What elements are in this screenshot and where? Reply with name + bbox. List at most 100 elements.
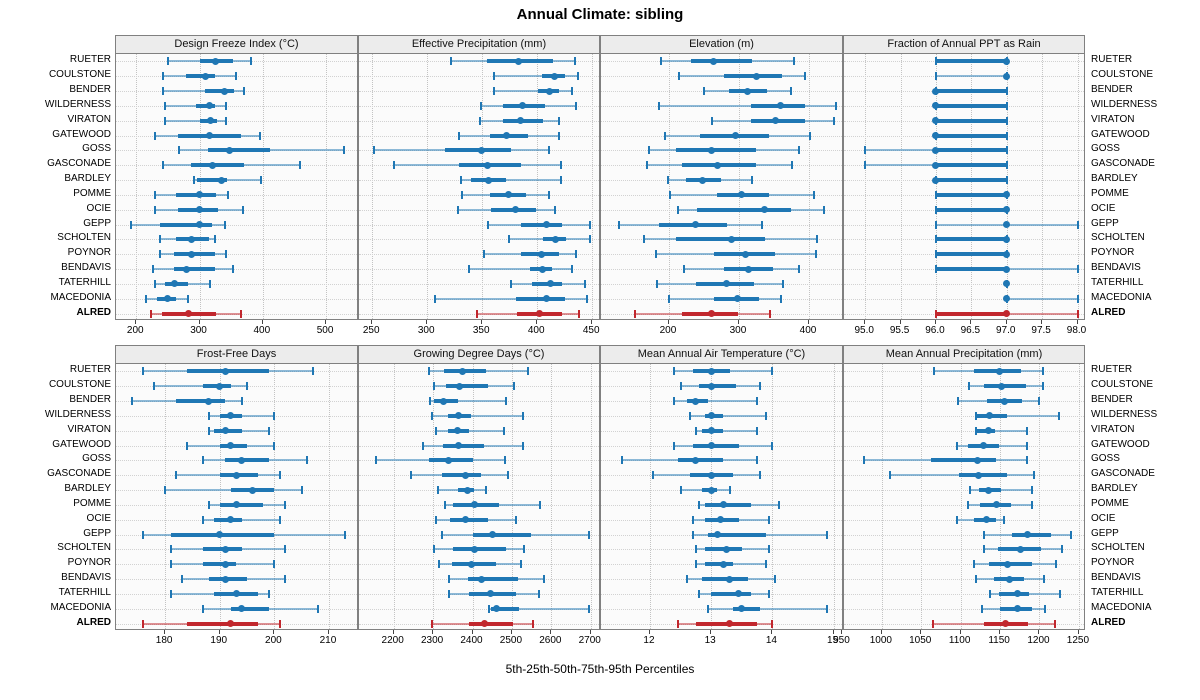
- median-dot: [551, 72, 559, 80]
- iqr-bar-25-75: [204, 89, 235, 94]
- tick-label: 400: [253, 325, 271, 336]
- whisker-cap-95: [798, 146, 801, 155]
- whisker-cap-95: [273, 560, 276, 569]
- whisker-cap-95: [521, 411, 524, 420]
- gridline-vertical: [738, 54, 740, 319]
- median-dot: [552, 235, 560, 243]
- iqr-bar-25-75: [931, 458, 997, 463]
- tick-mark: [198, 320, 200, 324]
- whisker-line-5-95: [429, 400, 506, 403]
- median-dot: [470, 545, 478, 553]
- iqr-bar-25-75: [935, 133, 1007, 138]
- iqr-bar-25-75: [959, 473, 1008, 478]
- whisker-cap-95: [225, 101, 228, 110]
- median-dot: [735, 590, 743, 598]
- whisker-cap-5: [373, 146, 376, 155]
- median-dot: [726, 575, 734, 583]
- station-label-right: RUETER: [1091, 54, 1133, 66]
- whisker-cap-95: [1042, 382, 1045, 391]
- whisker-cap-95: [790, 87, 793, 96]
- iqr-bar-25-75: [935, 252, 1007, 257]
- station-label-right: GASCONADE: [1091, 158, 1155, 170]
- whisker-cap-95: [344, 530, 347, 539]
- panel-plot: [358, 53, 600, 320]
- whisker-cap-95: [246, 382, 249, 391]
- row-guide: [844, 564, 1084, 566]
- tick-mark: [481, 320, 483, 324]
- gridline-vertical: [900, 54, 902, 319]
- tick-label: 2700: [578, 635, 601, 646]
- iqr-bar-25-75: [732, 606, 761, 611]
- gridline-vertical: [372, 54, 374, 319]
- median-dot: [216, 531, 224, 539]
- station-label-right: VIRATON: [1091, 113, 1135, 125]
- median-dot: [212, 57, 220, 65]
- median-dot: [196, 221, 204, 229]
- whisker-cap-95: [573, 57, 576, 66]
- median-dot: [209, 161, 217, 169]
- iqr-bar-25-75: [935, 59, 1007, 64]
- median-dot: [1003, 250, 1011, 258]
- tick-label: 500: [316, 325, 334, 336]
- whisker-cap-5: [447, 589, 450, 598]
- tick-mark: [327, 630, 329, 634]
- gridline-vertical: [971, 54, 973, 319]
- gridline-vertical: [1039, 364, 1041, 629]
- whisker-cap-95: [809, 131, 812, 140]
- median-dot: [187, 250, 195, 258]
- median-dot: [707, 427, 715, 435]
- whisker-cap-95: [1003, 515, 1006, 524]
- median-dot: [221, 367, 229, 375]
- median-dot: [505, 191, 513, 199]
- gridline-vertical: [1078, 364, 1080, 629]
- tick-label: 180: [155, 635, 173, 646]
- whisker-cap-5: [432, 545, 435, 554]
- whisker-cap-95: [250, 57, 253, 66]
- whisker-cap-95: [1025, 441, 1028, 450]
- tick-label: 95.0: [854, 325, 874, 336]
- iqr-bar-25-75: [711, 591, 751, 596]
- whisker-cap-95: [242, 205, 245, 214]
- tick-label: 200: [265, 635, 282, 646]
- iqr-bar-25-75: [191, 163, 245, 168]
- whisker-line-5-95: [434, 297, 587, 300]
- median-dot: [719, 501, 727, 509]
- median-dot: [752, 72, 760, 80]
- median-dot: [206, 117, 214, 125]
- whisker-cap-95: [235, 72, 238, 81]
- tick-label: 95.5: [889, 325, 910, 336]
- median-dot: [1003, 57, 1011, 65]
- iqr-bar-25-75: [442, 443, 485, 448]
- station-label-right: GATEWOOD: [1091, 438, 1150, 450]
- iqr-bar-25-75: [186, 74, 215, 79]
- median-dot: [1002, 620, 1010, 628]
- station-label-left: POYNOR: [67, 557, 111, 569]
- whisker-cap-95: [769, 309, 772, 318]
- median-dot: [454, 427, 462, 435]
- whisker-cap-95: [782, 279, 785, 288]
- whisker-cap-95: [273, 441, 276, 450]
- whisker-line-5-95: [461, 179, 562, 182]
- tick-label: 210: [319, 635, 337, 646]
- median-dot: [444, 456, 452, 464]
- row-guide: [844, 593, 1084, 595]
- median-dot: [738, 191, 746, 199]
- gridline-vertical: [219, 364, 221, 629]
- iqr-bar-25-75: [935, 207, 1007, 212]
- row-guide: [359, 105, 599, 107]
- median-dot: [932, 117, 940, 125]
- row-guide: [359, 76, 599, 78]
- iqr-bar-25-75: [935, 311, 1007, 316]
- tick-label: 2300: [420, 635, 444, 646]
- gridline-vertical: [1042, 54, 1044, 319]
- station-label-right: BARDLEY: [1091, 483, 1138, 495]
- whisker-cap-5: [955, 441, 958, 450]
- gridline-vertical: [881, 364, 883, 629]
- whisker-cap-5: [193, 176, 196, 185]
- whisker-cap-5: [207, 500, 210, 509]
- tick-mark: [771, 630, 773, 634]
- median-dot: [461, 471, 469, 479]
- gridline-vertical: [960, 364, 962, 629]
- whisker-cap-95: [768, 515, 771, 524]
- station-label-left: COULSTONE: [48, 379, 111, 391]
